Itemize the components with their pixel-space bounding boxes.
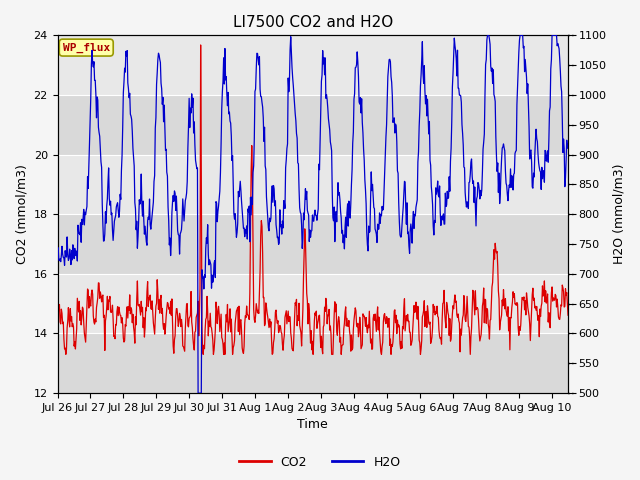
Text: WP_flux: WP_flux xyxy=(63,43,110,53)
Title: LI7500 CO2 and H2O: LI7500 CO2 and H2O xyxy=(233,15,393,30)
Bar xyxy=(58,95,568,155)
Y-axis label: CO2 (mmol/m3): CO2 (mmol/m3) xyxy=(15,164,28,264)
Bar xyxy=(58,334,568,393)
Bar xyxy=(58,214,568,274)
Y-axis label: H2O (mmol/m3): H2O (mmol/m3) xyxy=(612,164,625,264)
X-axis label: Time: Time xyxy=(298,419,328,432)
Legend: CO2, H2O: CO2, H2O xyxy=(234,451,406,474)
